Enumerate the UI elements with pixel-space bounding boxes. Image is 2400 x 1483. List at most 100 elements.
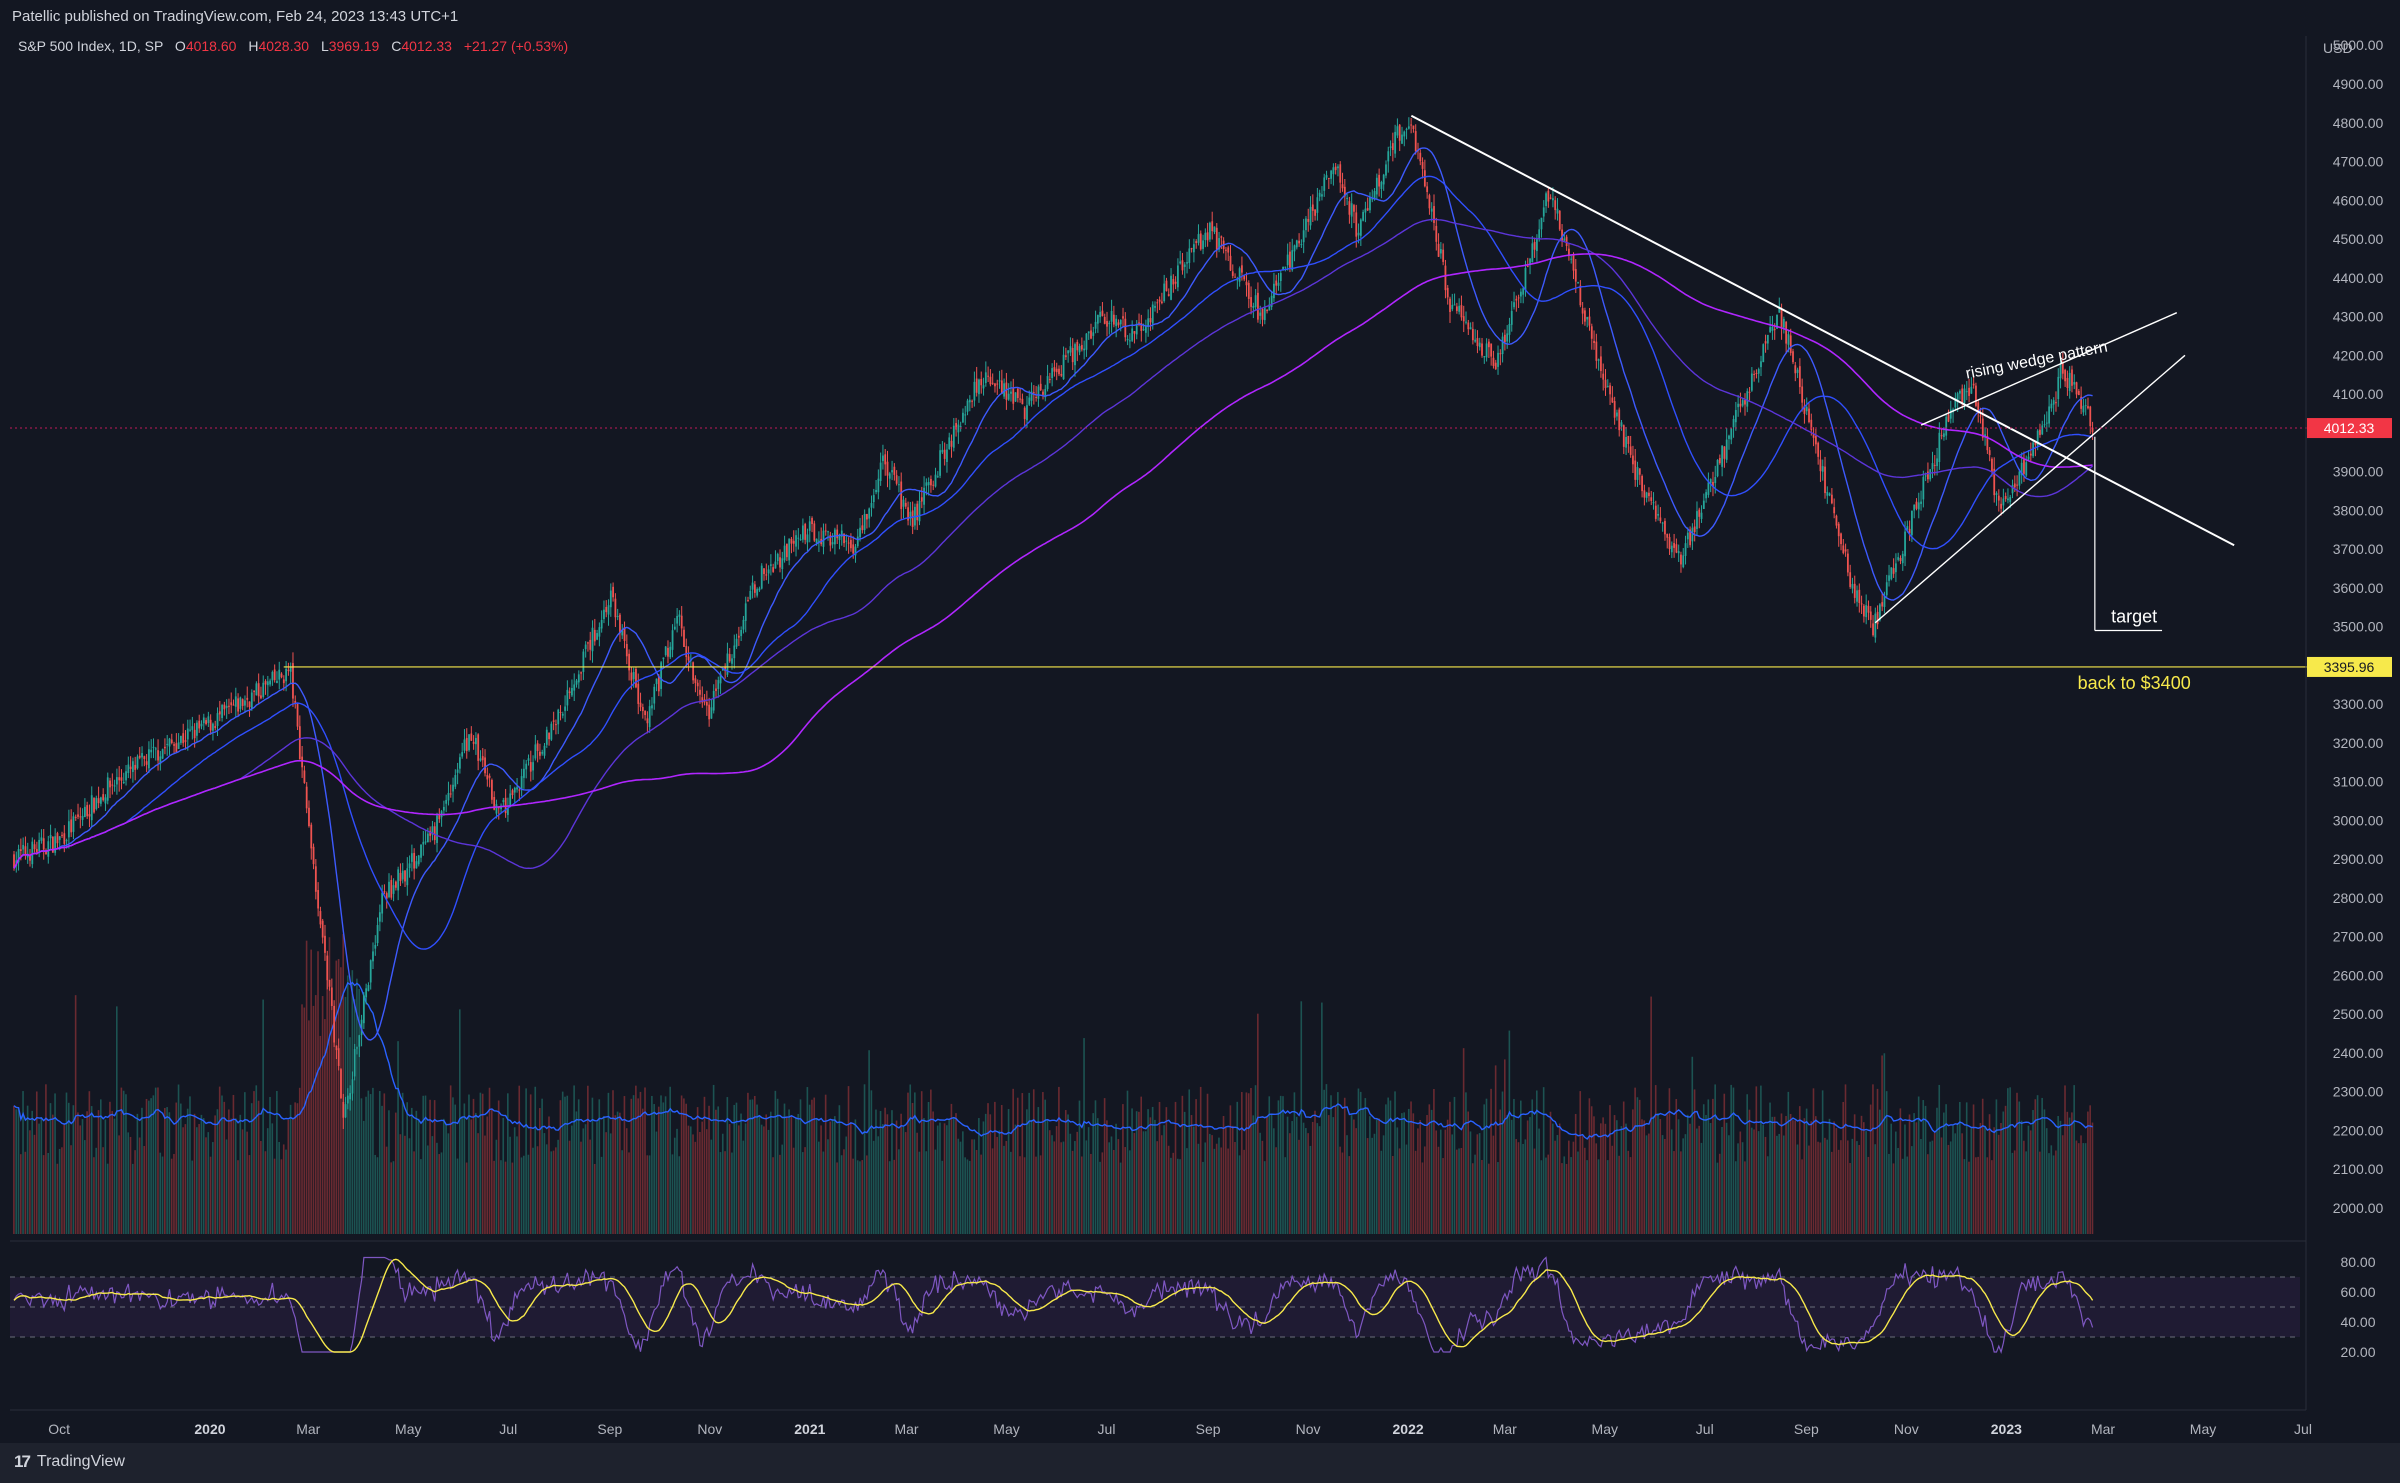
time-tick-label: Nov [1296, 1421, 1321, 1437]
volume-bar [2018, 1101, 2021, 1234]
annotation-lines[interactable] [10, 114, 2308, 668]
candle-body [1106, 320, 1108, 327]
candle-body [186, 728, 189, 740]
candle-body [1792, 351, 1794, 363]
volume-bar [1229, 1105, 1232, 1234]
candle-body [1874, 613, 1877, 638]
candle-body [1117, 322, 1120, 326]
candle-body [1728, 435, 1730, 439]
volume-bar [660, 1095, 662, 1234]
volume-bar [589, 1139, 591, 1234]
volume-bar [1346, 1135, 1348, 1234]
volume-bar [655, 1131, 658, 1234]
candle-body [1572, 255, 1575, 271]
candle-body [70, 819, 73, 833]
volume-bar [1204, 1142, 1207, 1234]
volume-bar [317, 951, 319, 1234]
candle-body [577, 674, 580, 683]
candle-body [925, 482, 928, 486]
volume-bar [264, 1151, 267, 1234]
volume-bar [648, 1155, 651, 1234]
candle-body [1273, 283, 1275, 299]
volume-bar [106, 1163, 109, 1234]
candle-body [609, 590, 612, 608]
volume-bar [2055, 1150, 2057, 1234]
volume-bar [694, 1141, 697, 1234]
volume-bar [47, 1152, 49, 1234]
volume-bar [148, 1100, 150, 1234]
volume-bar [1728, 1135, 1730, 1234]
volume-bar [1327, 1115, 1330, 1234]
candle-body [184, 740, 187, 742]
candle-body [552, 720, 555, 722]
volume-bar [1812, 1088, 1815, 1234]
volume-bar [1673, 1151, 1675, 1234]
volume-bar [184, 1124, 187, 1234]
candle-body [623, 627, 626, 641]
symbol-name[interactable]: S&P 500 Index, 1D, SP [18, 38, 164, 54]
ma-50-line [13, 175, 2093, 950]
volume-bar [186, 1108, 189, 1234]
candle-body [712, 690, 715, 711]
candle-body [2082, 405, 2085, 413]
volume-bar [888, 1161, 891, 1234]
candle-body [40, 837, 43, 841]
candle-body [1147, 318, 1150, 328]
volume-bar [1757, 1131, 1760, 1234]
candle-body [1956, 393, 1959, 401]
volume-bar [1067, 1114, 1069, 1234]
candle-body [191, 726, 194, 730]
candle-body [1810, 419, 1813, 431]
volume-bar [77, 1112, 79, 1234]
volume-bar [1611, 1145, 1614, 1234]
candle-body [699, 689, 701, 695]
volume-bar [1638, 1099, 1641, 1234]
volume-bar [1179, 1159, 1181, 1234]
candle-body [1245, 281, 1248, 286]
candle-body [907, 507, 909, 521]
candle-body [1302, 230, 1305, 243]
candle-body [621, 630, 624, 636]
volume-bar [1901, 1158, 1904, 1234]
volume-bar [2016, 1092, 2018, 1234]
volume-bar [2004, 1105, 2007, 1234]
candle-body [1458, 305, 1461, 312]
candle-body [612, 586, 614, 598]
candle-body [1030, 391, 1033, 401]
volume-bar [1933, 1132, 1936, 1234]
brand-name: TradingView [36, 1453, 125, 1470]
volume-bar [1359, 1091, 1362, 1234]
candle-body [653, 686, 656, 704]
candle-body [378, 912, 381, 922]
candle-body [1321, 194, 1323, 197]
volume-bar [2027, 1125, 2030, 1234]
volume-bar [1142, 1131, 1145, 1234]
candle-body [598, 627, 601, 637]
volume-bar [886, 1114, 889, 1234]
volume-bar [667, 1111, 669, 1234]
candle-body [1298, 240, 1300, 244]
candle-body [996, 383, 999, 385]
candle-body [1833, 507, 1836, 514]
volume-bar [358, 988, 360, 1234]
volume-bar [422, 1095, 425, 1234]
tradingview-brand[interactable]: 17 TradingView [14, 1452, 125, 1472]
volume-bar [1410, 1101, 1412, 1234]
volume-bar [449, 1085, 452, 1234]
candle-body [1846, 553, 1849, 573]
candle-body [1325, 175, 1328, 178]
candle-body [127, 764, 130, 774]
candle-body [1641, 476, 1643, 492]
candle-body [2064, 369, 2067, 382]
volume-bar [1924, 1105, 1927, 1234]
volume-bar [324, 1019, 326, 1234]
volume-bar [35, 1091, 38, 1234]
candle-body [898, 484, 900, 486]
candle-body [1885, 582, 1888, 596]
price-chart[interactable]: 5000.004900.004800.004700.004600.004500.… [0, 0, 2400, 1443]
volume-bar [726, 1097, 729, 1234]
volume-bar [927, 1101, 930, 1234]
candle-body [51, 836, 54, 853]
candle-body [726, 653, 729, 675]
candle-body [1103, 316, 1106, 324]
